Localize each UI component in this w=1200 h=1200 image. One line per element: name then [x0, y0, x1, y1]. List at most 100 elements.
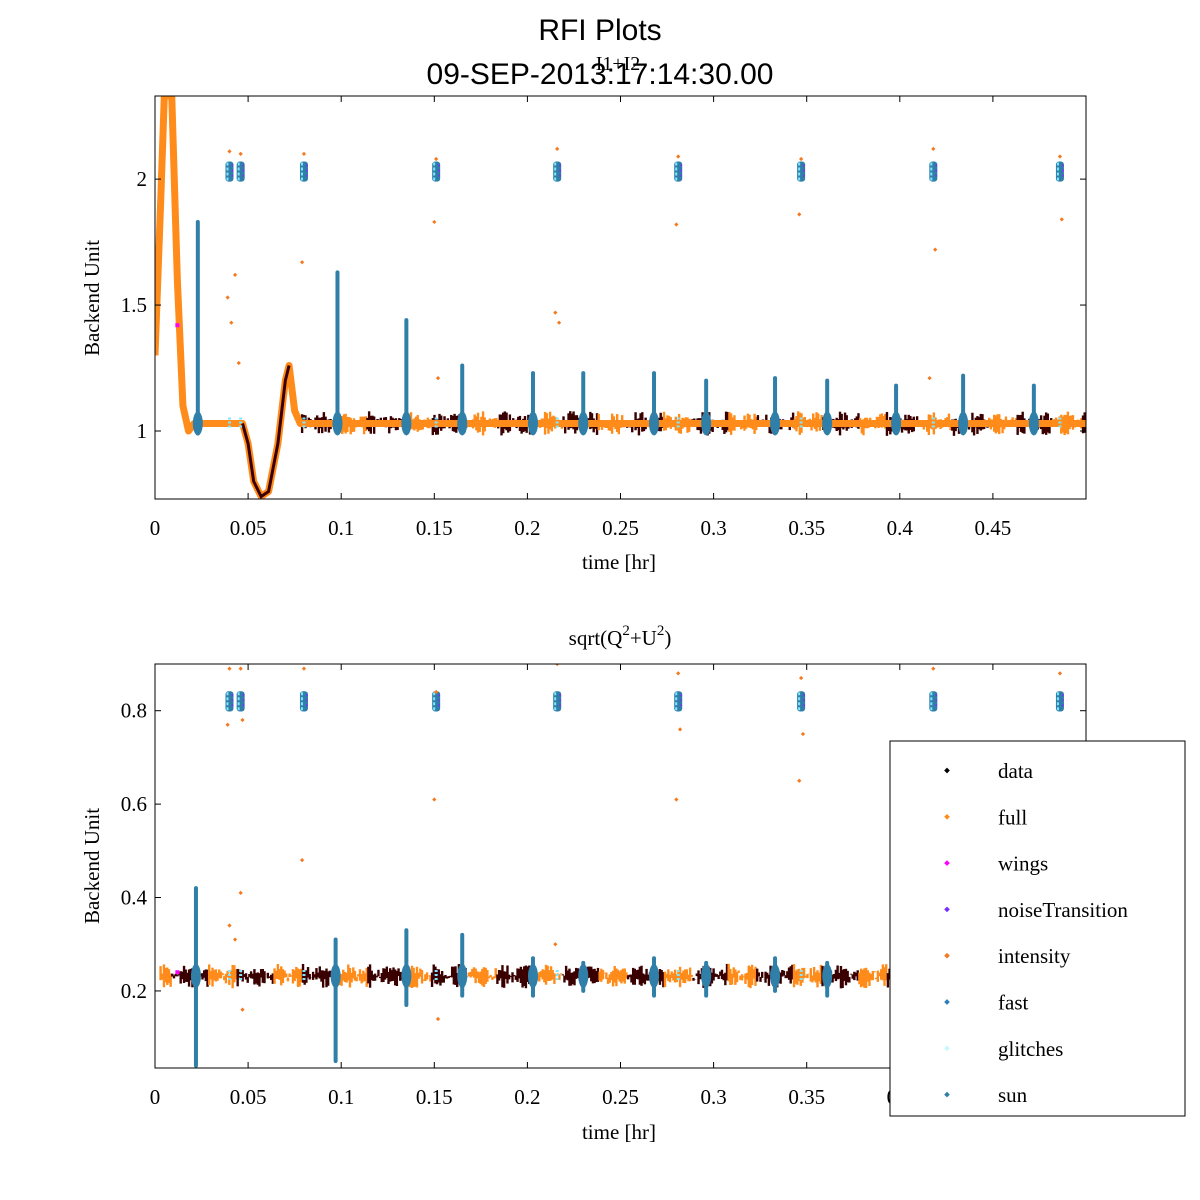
top-x-axis-label: time [hr]: [582, 550, 656, 574]
top-intensity-point: [232, 272, 238, 277]
bottom-ytick-label: 0.6: [121, 792, 147, 816]
top-fast-bulge: [891, 411, 902, 436]
legend-marker: [944, 906, 950, 913]
top-noise-cal: [929, 161, 938, 182]
bottom-intensity-point: [555, 664, 560, 667]
bottom-intensity-point: [432, 797, 437, 802]
bottom-intensity-point: [227, 923, 232, 928]
bottom-fast-bulge: [578, 963, 589, 988]
legend-items: data full wings noiseTransition intensity fas…: [944, 759, 1128, 1107]
bottom-noise-cal: [1055, 691, 1064, 712]
top-xtick-label: 0.3: [700, 516, 726, 540]
top-intensity-point: [227, 149, 232, 154]
bottom-intensity-point: [435, 1016, 441, 1022]
top-intensity-point: [238, 151, 243, 157]
top-panel-title: I1+I2: [596, 53, 641, 75]
bottom-noise-cal: [553, 691, 562, 712]
bottom-intensity-point: [798, 675, 804, 681]
top-intensity-point: [1059, 217, 1064, 222]
top-fast-bulge: [192, 411, 203, 436]
top-intensity-point: [236, 360, 241, 366]
bottom-xtick-label: 0.25: [602, 1085, 639, 1109]
bottom-xtick-label: 0.35: [788, 1085, 825, 1109]
top-intensity-point: [676, 154, 681, 159]
legend-label: data: [998, 759, 1034, 783]
legend-label: intensity: [998, 944, 1071, 968]
bottom-intensity-point: [238, 890, 243, 895]
bottom-noise-cal: [236, 691, 245, 712]
top-noise-cal: [299, 161, 308, 182]
top-xtick-label: 0.45: [975, 516, 1012, 540]
legend-marker: [944, 1091, 950, 1098]
legend-marker: [944, 813, 950, 820]
figure-title: RFI Plots: [538, 14, 661, 47]
bottom-ytick-label: 0.8: [121, 699, 147, 723]
top-fast-bulge: [1028, 411, 1039, 436]
bottom-title-part2: +U: [630, 626, 657, 650]
bottom-noise-cal: [432, 691, 441, 712]
top-intensity-point: [299, 260, 305, 265]
top-noise-cal: [553, 161, 562, 182]
legend-marker: [944, 999, 950, 1005]
bottom-intensity-point: [299, 858, 305, 863]
top-data-dip: [241, 365, 291, 499]
bottom-xtick-label: 0.2: [514, 1085, 540, 1109]
bottom-intensity-point: [238, 666, 243, 671]
bottom-fast-bulge: [401, 963, 412, 988]
bottom-intensity-point: [232, 937, 238, 942]
bottom-fast-bulge: [701, 963, 712, 988]
bottom-intensity-point: [301, 666, 307, 671]
bottom-intensity-point: [674, 797, 679, 802]
bottom-xtick-label: 0.15: [416, 1085, 453, 1109]
legend-label: sun: [998, 1083, 1028, 1107]
top-fast-bulge: [527, 411, 538, 436]
top-panel-ticks: 0 0.05 0.1 0.15 0.2 0.25 0.3 0.35 0.4 0.45 1 1.5 2: [121, 96, 1086, 540]
top-fast-bulge: [401, 411, 412, 436]
top-fast-bulge: [332, 411, 343, 436]
top-intensity-point: [1057, 154, 1063, 159]
bottom-intensity-point: [1057, 671, 1063, 676]
figure-datetime: 09-SEP-2013:17:14:30.00: [427, 58, 774, 91]
top-fast-bulge: [457, 411, 468, 436]
bottom-fast-bulge: [527, 963, 538, 988]
bottom-wings-point: [175, 970, 180, 975]
top-noise-cal: [432, 161, 441, 182]
bottom-title-sup1: 2: [622, 623, 630, 639]
bottom-noise-cal: [225, 691, 234, 712]
bottom-title-sup2: 2: [657, 623, 665, 639]
top-intensity-point: [553, 310, 558, 315]
top-xtick-label: 0.05: [230, 516, 267, 540]
top-xtick-label: 0.1: [328, 516, 354, 540]
bottom-intensity-point: [676, 671, 681, 676]
top-intensity-point: [556, 320, 562, 325]
top-intensity-point: [797, 212, 802, 217]
top-xtick-label: 0.25: [602, 516, 639, 540]
top-noise-cal: [674, 161, 683, 182]
top-fast-bulge: [822, 411, 833, 436]
bottom-intensity-point: [553, 942, 558, 947]
top-intensity-point: [432, 219, 437, 225]
top-y-axis-label: Backend Unit: [80, 240, 104, 356]
bottom-noise-cal: [929, 691, 938, 712]
bottom-fast-bulge: [190, 963, 201, 988]
bottom-intensity-point: [225, 722, 230, 727]
top-intensity-point: [927, 375, 932, 381]
top-xtick-label: 0.15: [416, 516, 453, 540]
top-xtick-label: 0.2: [514, 516, 540, 540]
bottom-fast-bulge: [822, 963, 833, 988]
bottom-fast-bulge: [330, 963, 341, 988]
legend-label: noiseTransition: [998, 898, 1128, 922]
legend-marker: [944, 1045, 950, 1052]
bottom-intensity-point: [240, 717, 245, 723]
bottom-y-axis-label: Backend Unit: [80, 808, 104, 924]
bottom-xtick-label: 0.05: [230, 1085, 267, 1109]
top-intensity-point: [434, 156, 439, 162]
bottom-fast-bulge: [770, 963, 781, 988]
legend-label: fast: [998, 991, 1028, 1015]
top-wings-point: [175, 323, 180, 328]
top-panel-data: [155, 96, 1086, 499]
bottom-intensity-point: [227, 666, 232, 671]
top-ytick-label: 1.5: [121, 293, 147, 317]
legend-label: full: [998, 805, 1027, 829]
top-noise-cal: [236, 161, 245, 182]
